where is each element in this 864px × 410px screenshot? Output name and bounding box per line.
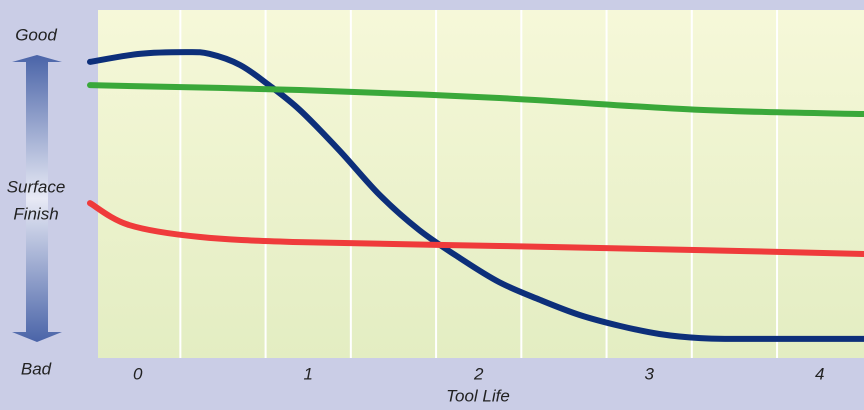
x-tick-label: 0 bbox=[133, 364, 143, 383]
x-tick-label: 4 bbox=[815, 364, 824, 383]
y-label: Surface bbox=[7, 177, 66, 196]
y-top-label: Good bbox=[15, 25, 57, 44]
good-bad-arrow bbox=[12, 55, 62, 342]
plot-area bbox=[98, 10, 864, 358]
x-tick-label: 2 bbox=[473, 364, 484, 383]
y-bottom-label: Bad bbox=[21, 359, 52, 378]
x-label: Tool Life bbox=[446, 386, 510, 405]
y-label: Finish bbox=[13, 204, 58, 223]
x-tick-label: 1 bbox=[303, 364, 312, 383]
series-line bbox=[87, 49, 864, 342]
x-tick-label: 3 bbox=[644, 364, 654, 383]
series-line bbox=[87, 200, 864, 257]
series-line bbox=[87, 82, 864, 118]
